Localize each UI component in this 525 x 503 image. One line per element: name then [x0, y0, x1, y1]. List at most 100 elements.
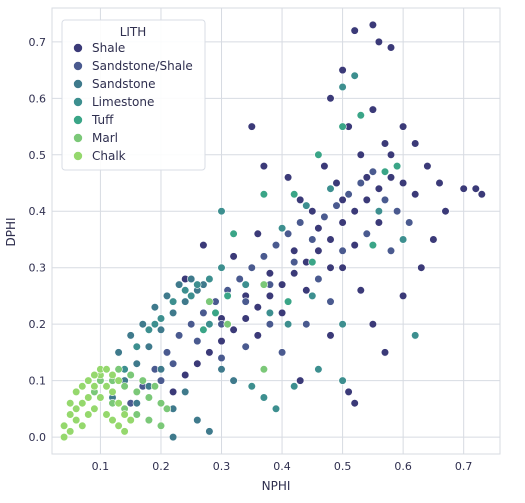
data-point: [205, 348, 214, 357]
data-point: [344, 387, 353, 397]
data-point: [114, 399, 123, 408]
data-point: [108, 416, 117, 425]
data-point: [362, 173, 371, 182]
data-point: [405, 218, 414, 227]
data-point: [132, 342, 141, 351]
data-point: [314, 246, 323, 255]
data-point: [96, 393, 105, 402]
data-point: [138, 320, 147, 329]
data-point: [338, 65, 347, 75]
data-point: [229, 252, 238, 261]
data-point: [308, 235, 317, 244]
data-point: [144, 393, 153, 402]
y-tick-label: 0.6: [29, 92, 47, 105]
legend-box: [61, 19, 206, 171]
data-point: [150, 320, 159, 329]
data-point: [368, 167, 378, 176]
data-point: [259, 252, 269, 261]
data-point: [108, 387, 117, 397]
data-point: [380, 348, 390, 357]
data-point: [265, 269, 275, 278]
legend-item-label: Shale: [92, 41, 125, 55]
data-point: [150, 303, 159, 312]
data-point: [199, 241, 208, 250]
data-point: [247, 263, 256, 272]
data-point: [187, 274, 196, 284]
series-sandstone: [108, 274, 238, 442]
series-tuff: [199, 111, 402, 334]
y-tick-label: 0.0: [29, 431, 47, 444]
y-tick-label: 0.3: [29, 262, 47, 275]
data-point: [326, 297, 335, 306]
data-point: [290, 258, 299, 267]
data-point: [429, 235, 438, 244]
data-point: [350, 207, 359, 216]
data-point: [72, 404, 81, 413]
data-point: [181, 297, 190, 306]
data-point: [66, 399, 75, 408]
data-point: [217, 337, 226, 346]
data-point: [399, 122, 408, 131]
data-point: [332, 178, 341, 188]
data-point: [380, 195, 390, 204]
data-point: [320, 162, 329, 171]
data-point: [302, 320, 311, 329]
data-point: [90, 404, 99, 413]
data-point: [314, 150, 323, 159]
tick-layer: 0.1 0.2 0.3 0.4 0.5 0.6 0.7 0.0 0.1 0.2 0.3 0.4 0.5 0…: [29, 36, 473, 473]
data-point: [302, 201, 311, 210]
data-point: [338, 246, 347, 255]
data-point: [350, 399, 359, 408]
data-point: [241, 342, 250, 351]
data-point: [247, 122, 256, 131]
data-point: [102, 382, 111, 391]
data-point: [338, 195, 347, 204]
data-point: [278, 224, 287, 233]
data-point: [356, 111, 365, 120]
data-point: [162, 348, 172, 357]
data-point: [350, 71, 359, 80]
data-point: [290, 246, 299, 255]
data-point: [356, 178, 365, 188]
data-point: [399, 235, 408, 244]
data-point: [229, 229, 238, 238]
data-point: [126, 331, 135, 340]
data-point: [229, 376, 238, 385]
data-point: [338, 263, 347, 272]
data-point: [296, 218, 305, 227]
x-tick-label: 0.3: [213, 460, 231, 473]
data-point: [205, 297, 214, 306]
data-point: [66, 410, 75, 419]
data-point: [144, 342, 153, 351]
data-point: [265, 291, 275, 301]
data-point: [284, 173, 293, 182]
legend-title: LITH: [120, 25, 147, 39]
data-point: [144, 325, 153, 334]
data-point: [132, 387, 141, 397]
data-point: [175, 280, 184, 289]
data-point: [411, 331, 420, 340]
data-point: [169, 387, 178, 397]
data-point: [211, 308, 220, 318]
data-point: [471, 184, 480, 193]
data-point: [284, 320, 293, 329]
data-point: [326, 331, 335, 340]
data-point: [417, 263, 426, 272]
legend: LITH Shale Sandstone/Shale Sandstone Limest…: [61, 19, 206, 171]
data-point: [435, 178, 444, 188]
series-shale: [144, 20, 486, 425]
data-point: [241, 314, 250, 323]
data-point: [72, 416, 81, 425]
data-point: [205, 320, 214, 329]
series-limestone: [120, 71, 420, 413]
data-point: [326, 184, 335, 193]
data-point: [169, 308, 178, 318]
data-point: [296, 376, 305, 385]
data-point: [386, 150, 396, 159]
data-point: [386, 173, 396, 182]
data-point: [132, 410, 141, 419]
data-point: [411, 139, 420, 148]
y-tick-label: 0.1: [29, 375, 47, 388]
